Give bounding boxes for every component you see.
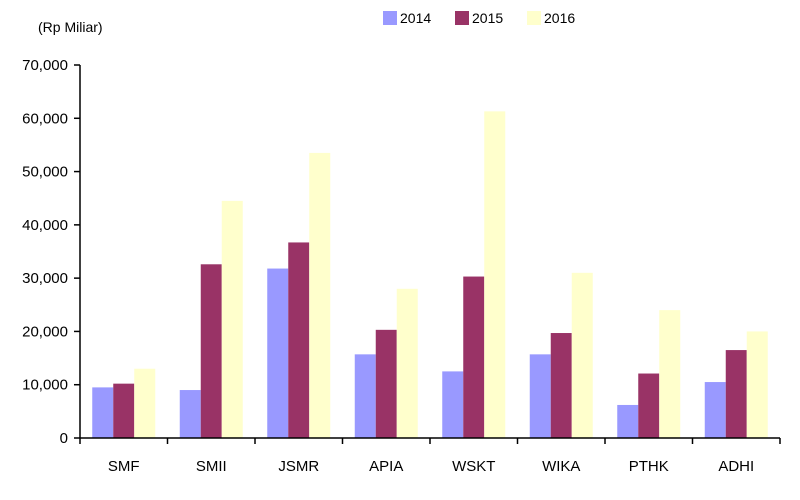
y-tick-label: 10,000 bbox=[22, 377, 68, 394]
y-tick-label: 30,000 bbox=[22, 270, 68, 287]
bar-2015-SMF bbox=[113, 383, 135, 438]
y-tick-label: 60,000 bbox=[22, 110, 68, 127]
x-category-label: ADHI bbox=[718, 458, 754, 475]
bar-2015-SMII bbox=[200, 264, 222, 438]
bar-2016-ADHI bbox=[746, 331, 768, 438]
legend-label-2015: 2015 bbox=[472, 10, 503, 26]
bar-2015-ADHI bbox=[725, 350, 747, 438]
x-category-label: SMII bbox=[196, 458, 227, 475]
y-axis: 0 10,000 20,000 30,000 40,000 50,000 60,000 70,… bbox=[22, 57, 81, 447]
y-tick-label: 40,000 bbox=[22, 217, 68, 234]
legend-label-2016: 2016 bbox=[544, 10, 575, 26]
bars bbox=[92, 111, 768, 438]
bar-2016-SMF bbox=[134, 368, 156, 438]
x-category-label: WIKA bbox=[542, 458, 580, 475]
y-tick-label: 20,000 bbox=[22, 323, 68, 340]
legend-swatch-2014 bbox=[383, 11, 397, 25]
bar-2015-WSKT bbox=[463, 276, 485, 438]
bar-2016-WSKT bbox=[484, 111, 506, 438]
bar-2014-SMII bbox=[179, 390, 201, 438]
y-tick-label: 0 bbox=[60, 430, 68, 447]
legend-label-2014: 2014 bbox=[400, 10, 431, 26]
bar-2014-PTHK bbox=[617, 404, 639, 438]
bar-2014-WSKT bbox=[442, 371, 464, 438]
x-category-label: SMF bbox=[108, 458, 140, 475]
bar-2014-ADHI bbox=[704, 382, 726, 438]
bar-2016-APIA bbox=[396, 288, 418, 438]
bar-2016-JSMR bbox=[309, 152, 331, 438]
bar-2016-WIKA bbox=[571, 272, 593, 438]
bar-2014-JSMR bbox=[267, 268, 289, 438]
x-category-label: JSMR bbox=[278, 458, 319, 475]
bar-2015-JSMR bbox=[288, 242, 310, 438]
bar-2015-APIA bbox=[375, 329, 397, 438]
y-tick-label: 50,000 bbox=[22, 164, 68, 181]
legend: 2014 2015 2016 bbox=[383, 10, 575, 26]
legend-swatch-2016 bbox=[527, 11, 541, 25]
x-category-label: PTHK bbox=[629, 458, 669, 475]
bar-2014-APIA bbox=[354, 354, 376, 438]
x-axis: SMF SMII JSMR APIA WSKT WIKA PTHK ADHI bbox=[79, 437, 781, 475]
bar-2015-PTHK bbox=[638, 373, 660, 438]
x-category-label: WSKT bbox=[452, 458, 495, 475]
y-tick-label: 70,000 bbox=[22, 57, 68, 74]
bar-2015-WIKA bbox=[550, 333, 572, 438]
bar-2014-WIKA bbox=[529, 354, 551, 438]
y-unit-label: (Rp Miliar) bbox=[38, 19, 103, 35]
legend-swatch-2015 bbox=[455, 11, 469, 25]
bar-2014-SMF bbox=[92, 387, 114, 438]
x-category-label: APIA bbox=[369, 458, 403, 475]
bar-2016-SMII bbox=[221, 200, 243, 438]
bar-2016-PTHK bbox=[659, 310, 681, 438]
